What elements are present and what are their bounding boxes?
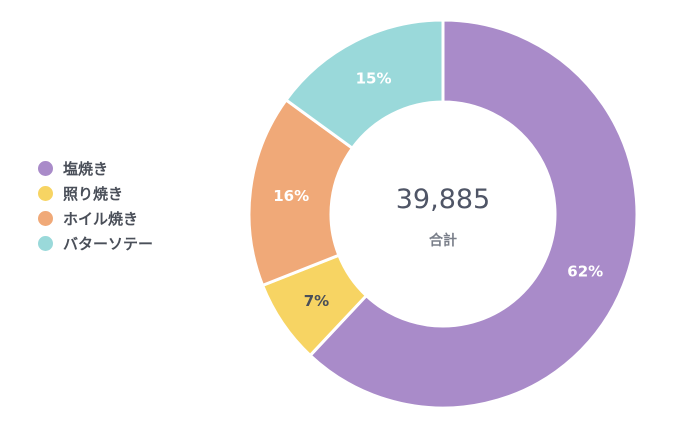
- slice-label-foil-yaki: 16%: [273, 187, 309, 205]
- legend-item-teriyaki[interactable]: 照り焼き: [38, 185, 153, 203]
- legend-label-shioyaki: 塩焼き: [63, 160, 109, 178]
- legend-item-butter-saute[interactable]: バターソテー: [38, 235, 154, 253]
- legend-label-foil-yaki: ホイル焼き: [63, 210, 139, 228]
- chart-legend: 塩焼き 照り焼き ホイル焼き バターソテー: [38, 160, 154, 253]
- slice-label-butter-saute: 15%: [356, 70, 392, 88]
- slice-label-teriyaki: 7%: [304, 292, 329, 310]
- donut-slices: [247, 18, 639, 410]
- donut-slice-labels: 62% 7% 16% 15%: [273, 70, 603, 310]
- center-total-label: 合計: [429, 232, 457, 249]
- legend-swatch-butter-saute: [38, 236, 53, 251]
- legend-item-foil-yaki[interactable]: ホイル焼き: [38, 210, 153, 228]
- donut-slice-butter-saute[interactable]: [284, 18, 445, 150]
- center-total-value: 39,885: [396, 184, 490, 215]
- legend-swatch-shioyaki: [38, 161, 53, 176]
- legend-label-butter-saute: バターソテー: [63, 235, 154, 253]
- legend-swatch-teriyaki: [38, 186, 53, 201]
- legend-swatch-foil-yaki: [38, 211, 53, 226]
- legend-label-teriyaki: 照り焼き: [63, 185, 124, 203]
- slice-label-shioyaki: 62%: [567, 262, 603, 280]
- donut-slice-shioyaki[interactable]: [308, 18, 639, 410]
- legend-item-shioyaki[interactable]: 塩焼き: [38, 160, 153, 178]
